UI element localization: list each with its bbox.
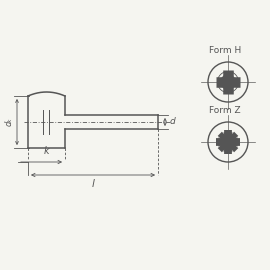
Text: Form H: Form H [209, 46, 241, 55]
Text: d: d [170, 117, 176, 127]
Text: dₖ: dₖ [5, 117, 14, 127]
Text: l: l [92, 179, 94, 189]
Text: k: k [44, 146, 49, 156]
Text: Form Z: Form Z [209, 106, 241, 115]
